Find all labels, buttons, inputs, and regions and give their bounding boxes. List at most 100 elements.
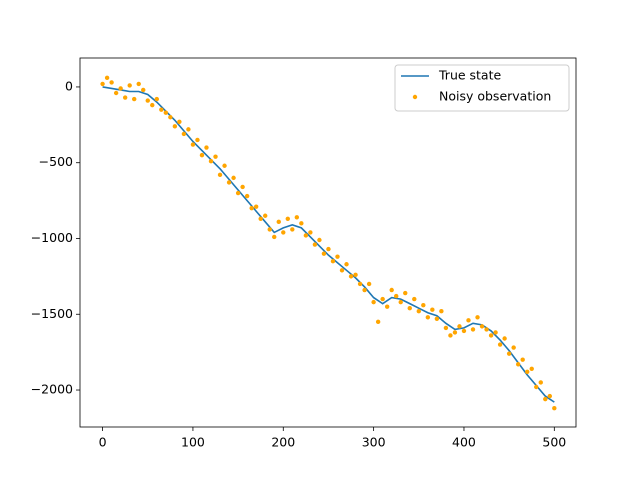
observation-point <box>127 83 132 88</box>
observation-point <box>272 234 277 240</box>
observation-point <box>457 324 462 329</box>
y-tick-label: −1500 <box>31 306 73 321</box>
observation-point <box>240 184 245 190</box>
observation-point <box>488 333 494 338</box>
observation-point <box>506 351 512 356</box>
observation-point <box>321 251 327 256</box>
observation-point <box>497 342 503 347</box>
observation-point <box>511 345 516 350</box>
legend-marker <box>412 94 418 100</box>
observation-point <box>452 330 458 335</box>
observation-point <box>344 262 349 267</box>
observation-point <box>208 158 214 164</box>
y-tick-label: 0 <box>65 78 73 93</box>
observation-point <box>294 215 300 220</box>
observation-point <box>389 287 394 293</box>
observation-point <box>357 281 363 287</box>
plot-frame <box>79 57 577 428</box>
observation-point <box>475 315 480 320</box>
observation-point <box>403 290 408 296</box>
observation-point <box>339 268 345 273</box>
observation-point <box>303 233 309 238</box>
observation-point <box>543 396 548 402</box>
observation-point <box>547 393 552 399</box>
x-tick-label: 400 <box>452 435 476 450</box>
observation-point <box>461 328 467 334</box>
observation-point <box>136 81 141 87</box>
observation-point <box>285 216 290 221</box>
observation-point <box>552 406 557 411</box>
observation-point <box>448 333 453 338</box>
observation-point <box>312 242 318 247</box>
observation-point <box>168 115 173 120</box>
observation-point <box>348 274 354 279</box>
observation-point <box>520 357 525 362</box>
observation-point <box>204 145 209 150</box>
observation-point <box>299 221 304 226</box>
observation-point <box>186 127 191 132</box>
x-tick-label: 0 <box>99 435 107 450</box>
observation-point <box>276 219 281 225</box>
observation-point <box>199 152 205 158</box>
observation-point <box>493 330 498 335</box>
observation-point <box>384 304 390 309</box>
observation-point <box>267 227 272 232</box>
x-tick-label: 200 <box>271 435 295 450</box>
observation-point <box>443 325 449 331</box>
observation-point <box>132 96 137 102</box>
observation-point <box>439 309 444 314</box>
observation-point <box>416 309 421 314</box>
observation-point <box>253 204 259 209</box>
observation-point <box>235 190 241 196</box>
observation-point <box>502 336 507 341</box>
observation-point <box>484 327 489 332</box>
observation-point <box>122 95 128 100</box>
observation-point <box>534 384 539 390</box>
observation-point <box>177 119 182 124</box>
observation-point <box>466 318 471 323</box>
observation-point <box>529 366 534 372</box>
observation-point <box>145 98 150 103</box>
legend-box <box>394 64 570 112</box>
observation-point <box>172 124 178 129</box>
observation-point <box>258 216 263 221</box>
observation-point <box>226 180 232 185</box>
observation-point <box>326 246 331 252</box>
observation-point <box>430 307 435 312</box>
observation-point <box>104 75 110 81</box>
observation-point <box>249 205 254 211</box>
observation-point <box>163 110 169 115</box>
observation-point <box>244 193 250 199</box>
observation-point <box>190 142 196 147</box>
observation-point <box>470 327 476 332</box>
observation-point <box>290 227 295 232</box>
observation-point <box>150 102 155 108</box>
observation-point <box>113 90 119 96</box>
observation-point <box>217 172 223 178</box>
x-tick-label: 500 <box>542 435 566 450</box>
observation-point <box>375 319 381 325</box>
observation-point <box>353 272 358 278</box>
observation-point <box>141 87 146 93</box>
observation-point <box>380 296 385 302</box>
observation-point <box>154 96 159 102</box>
observation-point <box>317 237 322 243</box>
observation-point <box>425 315 431 320</box>
observation-point <box>394 293 399 299</box>
observation-point <box>525 369 530 375</box>
observation-point <box>118 86 123 91</box>
observation-point <box>538 380 543 385</box>
observation-point <box>231 175 236 181</box>
observation-point <box>362 287 367 293</box>
observation-point <box>515 362 521 367</box>
legend-label: True state <box>438 68 501 83</box>
observation-point <box>195 137 200 143</box>
y-tick-label: −2000 <box>31 382 73 397</box>
observation-point <box>421 302 426 308</box>
observation-point <box>100 81 105 87</box>
observation-point <box>371 299 376 305</box>
observation-point <box>398 299 403 305</box>
observation-point <box>407 305 412 311</box>
y-tick-label: −500 <box>39 154 73 169</box>
observation-point <box>434 316 440 322</box>
